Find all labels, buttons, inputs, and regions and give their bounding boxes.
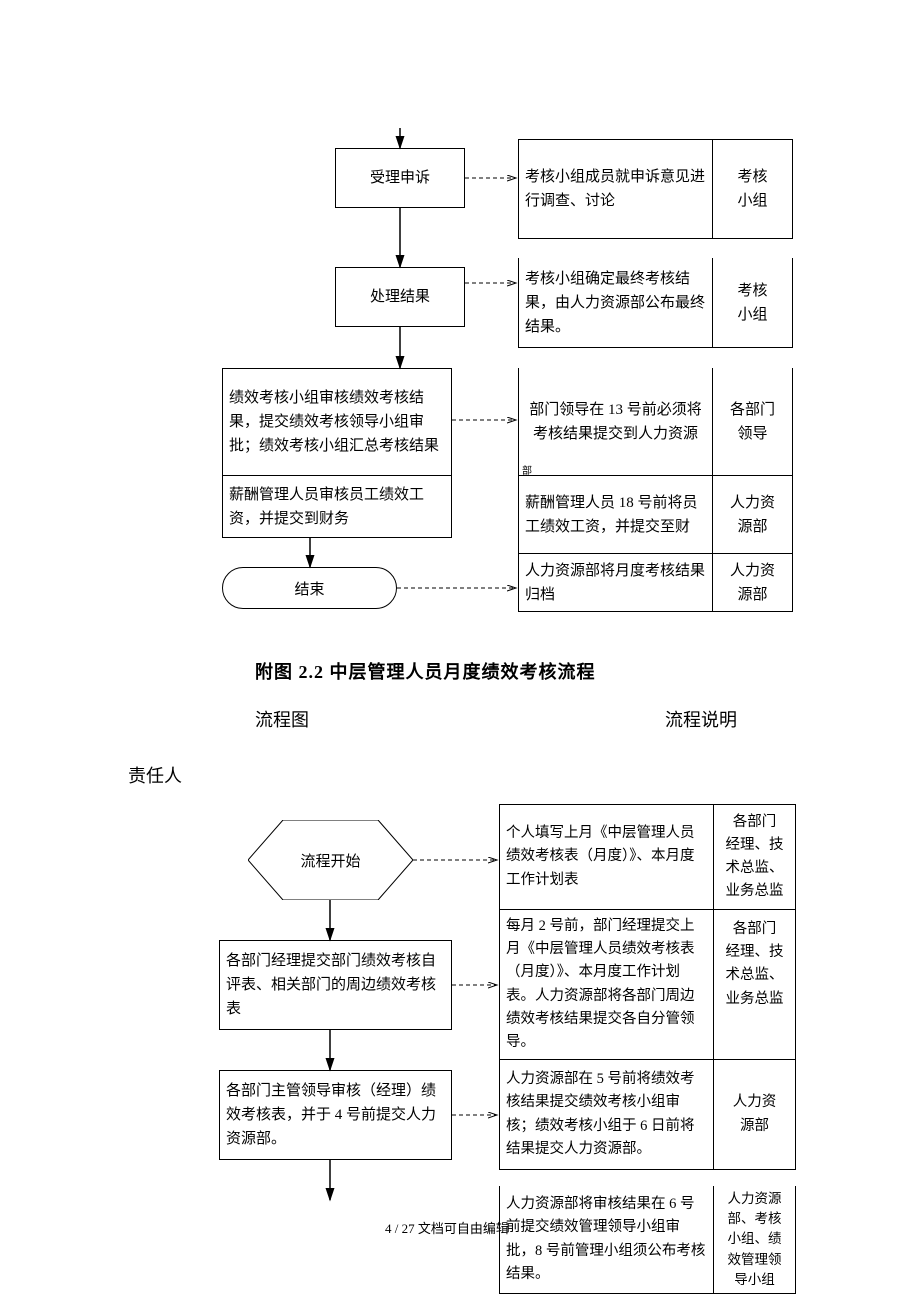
text: 个人填写上月《中层管理人员绩效考核表（月度）》、本月度工作计划表 [506,822,707,892]
col-resp-label: 责任人 [128,762,182,788]
node-submit-self: 各部门经理提交部门绩效考核自评表、相关部门的周边绩效考核表 [219,940,452,1030]
node-salary-review: 薪酬管理人员审核员工绩效工资，并提交到财务 [222,476,452,538]
note-r3: 部 [522,462,532,477]
node-review-group: 绩效考核小组审核绩效考核结果，提交绩效考核领导小组审批；绩效考核小组汇总考核结果 [222,368,452,476]
resp-r5: 人力资 源部 [713,554,793,612]
desc-r2: 考核小组确定最终考核结果，由人力资源部公布最终结果。 [518,258,713,348]
node-accept-appeal: 受理申诉 [335,148,465,208]
text: 考核小组确定最终考核结果，由人力资源部公布最终结果。 [525,267,706,339]
node-supervisor-review: 各部门主管领导审核（经理）绩效考核表，并于 4 号前提交人力资源部。 [219,1070,452,1160]
resp-lr3: 人力资 源部 [714,1060,796,1170]
desc-lr2: 每月 2 号前，部门经理提交上月《中层管理人员绩效考核表（月度）》、本月度工作计… [499,910,714,1060]
text: 各部门主管领导审核（经理）绩效考核表，并于 4 号前提交人力资源部。 [226,1079,445,1151]
node-end: 结束 [222,567,397,609]
resp-r2: 考核 小组 [713,258,793,348]
text: 人力资源部在 5 号前将绩效考核结果提交绩效考核小组审核；绩效考核小组于 6 日… [506,1068,707,1161]
col-flow-label: 流程图 [255,706,309,732]
resp-r1: 考核 小组 [713,139,793,239]
text: 部门领导在 13 号前必须将考核结果提交到人力资源 [525,398,706,446]
section-title: 附图 2.2 中层管理人员月度绩效考核流程 [255,658,596,684]
text: 人力资源 部、考核 小组、绩 效管理领 导小组 [728,1189,782,1290]
text: 人力资 源部 [730,559,775,607]
text: 人力资 源部 [730,491,775,539]
page-footer: 4 / 27 文档可自由编辑 [385,1218,509,1237]
text: 人力资源部将审核结果在 6 号前提交绩效管理领导小组审批，8 号前管理小组须公布… [506,1193,707,1286]
resp-r4: 人力资 源部 [713,476,793,554]
text: 各部门 经理、技 术总监、 业务总监 [726,918,784,1011]
text: 每月 2 号前，部门经理提交上月《中层管理人员绩效考核表（月度）》、本月度工作计… [506,915,707,1054]
resp-lr4: 人力资源 部、考核 小组、绩 效管理领 导小组 [714,1186,796,1294]
text: 人力资源部将月度考核结果归档 [525,559,706,607]
text: 各部门 经理、技 术总监、 业务总监 [726,811,784,904]
text: 考核小组成员就申诉意见进行调查、讨论 [525,165,706,213]
text: 绩效考核小组审核绩效考核结果，提交绩效考核领导小组审批；绩效考核小组汇总考核结果 [229,386,445,458]
desc-r4: 薪酬管理人员 18 号前将员工绩效工资，并提交至财 [518,476,713,554]
text: 薪酬管理人员审核员工绩效工资，并提交到财务 [229,483,445,531]
col-desc-label: 流程说明 [665,706,737,732]
desc-lr4: 人力资源部将审核结果在 6 号前提交绩效管理领导小组审批，8 号前管理小组须公布… [499,1186,714,1294]
node-process-result: 处理结果 [335,267,465,327]
resp-lr2: 各部门 经理、技 术总监、 业务总监 [714,910,796,1060]
text: 处理结果 [370,285,430,309]
text: 各部门经理提交部门绩效考核自评表、相关部门的周边绩效考核表 [226,949,445,1021]
text: 流程开始 [300,850,360,871]
text: 考核 小组 [737,165,767,213]
desc-r1: 考核小组成员就申诉意见进行调查、讨论 [518,139,713,239]
text: 薪酬管理人员 18 号前将员工绩效工资，并提交至财 [525,491,706,539]
text: 受理申诉 [370,166,430,190]
page: 受理申诉 处理结果 绩效考核小组审核绩效考核结果，提交绩效考核领导小组审批；绩效… [0,0,920,1302]
text: 人力资 源部 [733,1091,777,1137]
desc-r5: 人力资源部将月度考核结果归档 [518,554,713,612]
desc-r3: 部门领导在 13 号前必须将考核结果提交到人力资源 [518,368,713,476]
node-flow-start: 流程开始 [248,820,413,900]
text: 考核 小组 [737,279,767,327]
desc-lr3: 人力资源部在 5 号前将绩效考核结果提交绩效考核小组审核；绩效考核小组于 6 日… [499,1060,714,1170]
resp-r3: 各部门 领导 [713,368,793,476]
text: 各部门 领导 [730,398,775,446]
resp-lr1: 各部门 经理、技 术总监、 业务总监 [714,804,796,910]
desc-lr1: 个人填写上月《中层管理人员绩效考核表（月度）》、本月度工作计划表 [499,804,714,910]
text: 结束 [294,578,324,599]
